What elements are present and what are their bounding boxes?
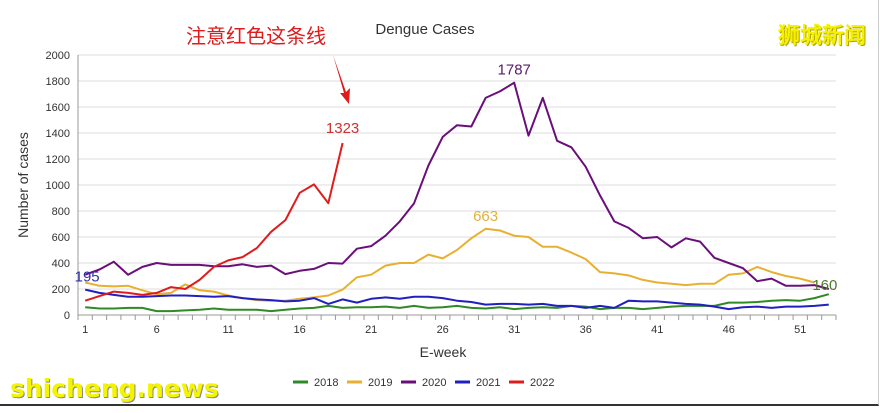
data-label-2019: 663 <box>473 208 498 225</box>
legend-label-2021: 2021 <box>476 377 500 389</box>
y-tick-label: 200 <box>52 284 70 296</box>
watermark-logo-en: shicheng.news <box>10 374 219 403</box>
watermark-logo-cn: 狮城新闻 <box>777 24 866 49</box>
series-line-2021 <box>84 288 829 311</box>
series-line-2022 <box>84 142 344 302</box>
y-tick-label: 400 <box>52 258 70 270</box>
y-tick-label: 600 <box>52 232 70 244</box>
x-tick-label: 21 <box>365 324 377 336</box>
x-tick-label: 41 <box>651 324 663 336</box>
annotation-note: 注意红色这条线 <box>186 24 326 48</box>
series-line-2020 <box>84 81 830 290</box>
x-tick-label: 1 <box>82 324 88 336</box>
data-label-2021: 195 <box>75 269 100 286</box>
legend-label-2020: 2020 <box>422 377 446 389</box>
x-tick-label: 31 <box>508 324 520 336</box>
x-tick-label: 6 <box>154 324 160 336</box>
y-tick-label: 0 <box>64 310 70 322</box>
legend-label-2022: 2022 <box>530 377 554 389</box>
data-label-2020: 1787 <box>498 62 531 79</box>
x-tick-label: 51 <box>794 324 806 336</box>
x-tick-label: 26 <box>437 324 449 336</box>
x-tick-label: 46 <box>723 324 735 336</box>
data-label-2022: 1323 <box>326 120 359 137</box>
x-tick-label: 11 <box>222 324 233 336</box>
y-tick-label: 1400 <box>46 128 70 140</box>
y-axis-label: Number of cases <box>15 132 31 238</box>
legend-label-2018: 2018 <box>314 377 338 389</box>
y-tick-label: 1600 <box>46 102 70 114</box>
x-axis-label: E-week <box>420 344 468 360</box>
y-tick-label: 800 <box>52 206 70 218</box>
y-tick-label: 2000 <box>46 50 70 62</box>
y-tick-label: 1800 <box>46 76 70 88</box>
y-tick-label: 1000 <box>46 180 70 192</box>
series-line-2019 <box>84 227 815 302</box>
y-tick-label: 1200 <box>46 154 70 166</box>
legend-label-2019: 2019 <box>368 377 392 389</box>
x-tick-label: 16 <box>294 324 306 336</box>
data-label-2018: 160 <box>812 277 837 294</box>
arrow-icon <box>333 55 350 104</box>
chart-title: Dengue Cases <box>375 21 474 38</box>
x-tick-label: 36 <box>580 324 592 336</box>
